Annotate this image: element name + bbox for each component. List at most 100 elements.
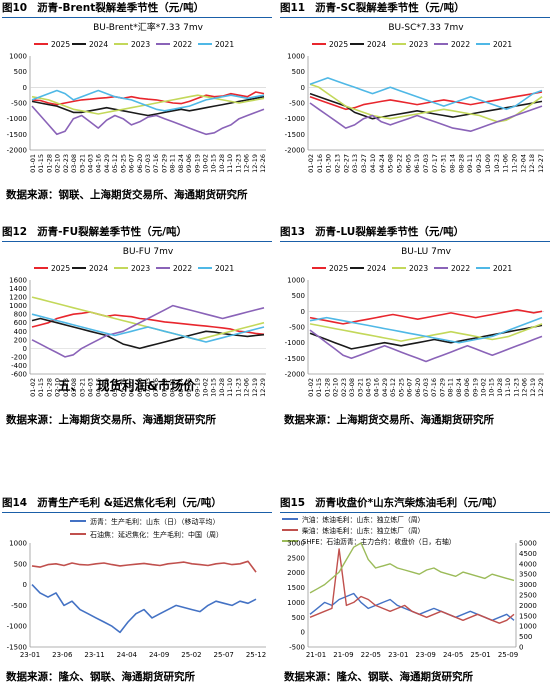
figure-number: 图15 bbox=[280, 497, 306, 509]
x-tick-label: 05-08 bbox=[387, 154, 395, 173]
y-tick-label: -600 bbox=[11, 371, 27, 379]
y-tick-label-right: 0 bbox=[519, 644, 523, 652]
panel-fig13: 图13 沥青-LU裂解差季节性（元/吨） BU-LU 7mv 2025 2024 202… bbox=[278, 224, 550, 404]
x-tick-label: 01-15 bbox=[37, 154, 45, 173]
x-tick-label: 07-03 bbox=[144, 154, 152, 173]
x-tick-label: 02-27 bbox=[342, 154, 350, 173]
y-tick-label: 500 bbox=[14, 560, 27, 568]
y-tick-label: 1000 bbox=[9, 53, 27, 61]
x-tick-label: 10-02 bbox=[480, 378, 488, 397]
x-tick-label: 09-06 bbox=[463, 378, 471, 397]
y-tick-label-right: 3000 bbox=[519, 581, 537, 589]
x-tick-label: 08-28 bbox=[457, 154, 465, 173]
y-tick-label-right: 2000 bbox=[519, 602, 537, 610]
x-tick-label: 25-09 bbox=[498, 651, 518, 659]
x-tick-label: 07-17 bbox=[431, 154, 439, 173]
x-tick-label: 21-09 bbox=[333, 651, 353, 659]
y-tick-label: -500 bbox=[289, 100, 305, 108]
x-tick-label: 10-28 bbox=[496, 378, 504, 397]
y-tick-label-right: 1500 bbox=[519, 612, 537, 620]
x-tick-label: 12-19 bbox=[251, 154, 259, 173]
x-tick-label: 06-20 bbox=[136, 154, 144, 173]
series-line-2022 bbox=[31, 105, 265, 136]
y-tick-label: -1000 bbox=[285, 339, 305, 347]
series-line-2023 bbox=[31, 94, 265, 115]
legend-label: 2023 bbox=[131, 264, 150, 273]
y-tick-label: -1000 bbox=[7, 115, 27, 123]
x-tick-label: 11-06 bbox=[502, 154, 510, 173]
x-tick-label: 10-28 bbox=[218, 154, 226, 173]
chart-title: BU-FU 7mv bbox=[123, 247, 174, 257]
y-tick-label: 0 bbox=[23, 581, 27, 589]
x-tick-label: 01-16 bbox=[316, 154, 324, 173]
x-tick-label: 08-24 bbox=[177, 378, 185, 397]
x-tick-label: 04-03 bbox=[365, 378, 373, 397]
section-number: 五、 bbox=[58, 378, 84, 393]
legend-label: 2024 bbox=[89, 40, 108, 49]
x-tick-label: 08-11 bbox=[169, 154, 177, 173]
x-tick-label: 01-02 bbox=[307, 378, 315, 397]
legend-label: 汽油：炼油毛利：山东：独立炼厂（周） bbox=[302, 515, 424, 524]
x-tick-label: 25-07 bbox=[214, 651, 234, 659]
x-tick-label: 09-19 bbox=[471, 378, 479, 397]
y-tick-label: 1200 bbox=[9, 294, 27, 302]
x-tick-label: 11-20 bbox=[510, 154, 518, 173]
figure-title: 沥青-FU裂解差季节性（元/吨） bbox=[37, 226, 188, 238]
y-tick-label-left: 0 bbox=[301, 629, 305, 637]
x-tick-label: 07-03 bbox=[144, 378, 152, 397]
legend-label: 2021 bbox=[215, 40, 234, 49]
figure-title: 沥青-Brent裂解差季节性（元/吨） bbox=[37, 2, 205, 14]
x-tick-label: 04-16 bbox=[373, 378, 381, 397]
x-tick-label: 10-15 bbox=[210, 154, 218, 173]
figure-number: 图14 bbox=[2, 497, 28, 509]
legend-label: 石油焦：延迟焦化：生产毛利：中国（周） bbox=[90, 530, 223, 539]
figure-number: 图12 bbox=[2, 226, 28, 238]
x-tick-label: 06-07 bbox=[128, 378, 136, 397]
x-tick-label: 24-04 bbox=[117, 651, 138, 659]
x-tick-label: 02-23 bbox=[62, 378, 70, 397]
panel-fig11: 图11 沥青-SC裂解差季节性（元/吨） BU-SC*7.33 7mv 2025 20… bbox=[278, 0, 550, 180]
x-tick-label: 04-16 bbox=[95, 154, 103, 173]
y-tick-label: 0 bbox=[23, 345, 27, 353]
x-tick-label: 01-15 bbox=[37, 378, 45, 397]
x-tick-label: 21-01 bbox=[306, 651, 326, 659]
x-tick-label: 10-02 bbox=[202, 378, 210, 397]
x-tick-label: 04-29 bbox=[103, 378, 111, 397]
y-tick-label: 1000 bbox=[287, 53, 305, 61]
series-line-2024 bbox=[31, 317, 265, 350]
x-tick-label: 04-03 bbox=[87, 378, 95, 397]
legend-label: 2025 bbox=[329, 264, 348, 273]
x-tick-label: 01-28 bbox=[45, 378, 53, 397]
x-tick-label: 05-25 bbox=[119, 154, 127, 173]
legend-label: 2021 bbox=[493, 264, 512, 273]
x-tick-label: 02-23 bbox=[340, 378, 348, 397]
y-tick-label: 1400 bbox=[9, 285, 27, 293]
series-line-2024 bbox=[31, 95, 265, 117]
series-line bbox=[309, 542, 515, 594]
x-tick-label: 09-06 bbox=[185, 378, 193, 397]
y-tick-label: 1000 bbox=[9, 302, 27, 310]
legend-label: 2023 bbox=[409, 40, 428, 49]
x-tick-label: 01-02 bbox=[29, 378, 37, 397]
x-tick-label: 04-16 bbox=[95, 378, 103, 397]
figure-source: 数据来源：隆众、钢联、海通期货研究所 bbox=[284, 671, 473, 683]
x-tick-label: 07-31 bbox=[440, 154, 448, 173]
x-tick-label: 12-27 bbox=[537, 154, 545, 173]
x-tick-label: 11-23 bbox=[234, 154, 242, 173]
x-tick-label: 02-23 bbox=[62, 154, 70, 173]
y-tick-label-left: 500 bbox=[292, 614, 305, 622]
x-tick-label: 06-20 bbox=[414, 378, 422, 397]
legend-label: 2025 bbox=[51, 264, 70, 273]
x-tick-label: 04-10 bbox=[369, 154, 377, 173]
y-tick-label: 1000 bbox=[9, 540, 27, 548]
panel-title: 图12 沥青-FU裂解差季节性（元/吨） bbox=[2, 224, 272, 242]
legend-label: 2021 bbox=[215, 264, 234, 273]
y-tick-label: -1000 bbox=[7, 623, 27, 631]
figure-source: 数据来源：隆众、钢联、海通期货研究所 bbox=[6, 671, 195, 683]
x-tick-label: 06-07 bbox=[406, 378, 414, 397]
x-tick-label: 06-20 bbox=[136, 378, 144, 397]
x-tick-label: 10-28 bbox=[218, 378, 226, 397]
x-tick-label: 12-06 bbox=[243, 154, 251, 173]
y-tick-label: -2000 bbox=[285, 371, 305, 379]
x-tick-label: 07-29 bbox=[438, 378, 446, 397]
